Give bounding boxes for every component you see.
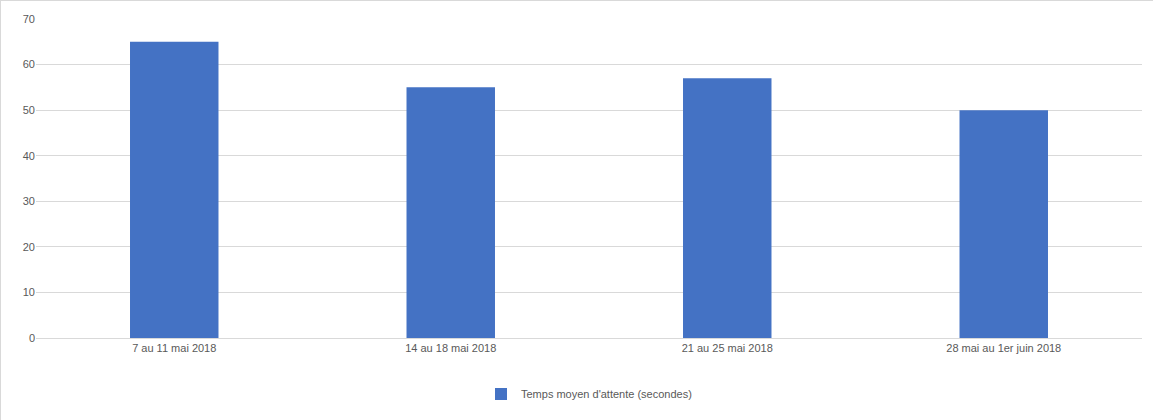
svg-text:10: 10 <box>23 286 35 298</box>
svg-text:7 au 11 mai 2018: 7 au 11 mai 2018 <box>132 342 216 354</box>
svg-text:Temps moyen d'attente (seconde: Temps moyen d'attente (secondes) <box>521 388 692 400</box>
svg-text:60: 60 <box>23 58 35 70</box>
svg-text:14 au 18 mai 2018: 14 au 18 mai 2018 <box>405 342 496 354</box>
svg-text:28 mai au 1er juin 2018: 28 mai au 1er juin 2018 <box>946 342 1061 354</box>
svg-text:0: 0 <box>29 332 35 344</box>
svg-text:30: 30 <box>23 195 35 207</box>
svg-text:20: 20 <box>23 241 35 253</box>
svg-text:50: 50 <box>23 104 35 116</box>
svg-text:70: 70 <box>23 13 35 25</box>
svg-text:21 au 25 mai 2018: 21 au 25 mai 2018 <box>682 342 773 354</box>
svg-text:40: 40 <box>23 150 35 162</box>
